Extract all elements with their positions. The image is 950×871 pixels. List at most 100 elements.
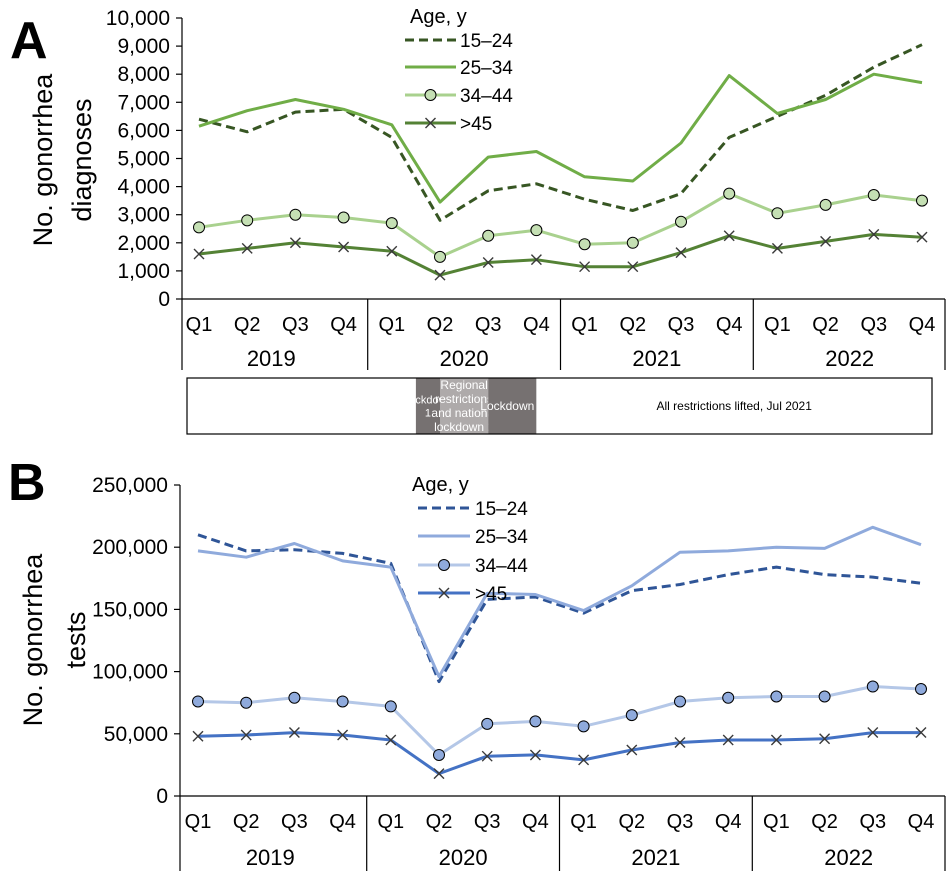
- x-tick-label: Q1: [377, 811, 404, 833]
- data-point: [867, 727, 879, 739]
- data-point: [530, 224, 543, 237]
- x-tick-label: Q1: [185, 811, 212, 833]
- data-point-stroke: [481, 750, 493, 762]
- legend-label: 25–34: [475, 527, 528, 548]
- series-circle: [192, 680, 927, 761]
- data-point: [289, 237, 301, 249]
- data-point: [577, 720, 590, 733]
- timeline-segment: [415, 378, 440, 434]
- data-point: [818, 690, 831, 703]
- x-tick-label: Q3: [474, 811, 501, 833]
- data-point: [722, 691, 735, 704]
- y-axis-title: diagnoses: [67, 98, 97, 221]
- y-tick-label: 7,000: [117, 91, 170, 114]
- data-point-stroke: [675, 247, 687, 259]
- legend-title: Age, y: [412, 474, 469, 496]
- data-point: [722, 734, 734, 746]
- x-tick-label: Q4: [523, 314, 550, 336]
- x-tick-label: Q3: [668, 314, 695, 336]
- legend-label: >45: [460, 114, 492, 135]
- x-tick-label: Q2: [427, 314, 454, 336]
- data-point: [482, 256, 494, 268]
- x-tick-label: Q3: [282, 314, 309, 336]
- data-point-stroke: [627, 261, 639, 273]
- data-point: [866, 680, 879, 693]
- timeline-label: Lockdown 3: [480, 399, 544, 413]
- x-tick-label: Q2: [812, 314, 839, 336]
- data-point-stroke: [819, 733, 831, 745]
- y-axis-title: tests: [61, 611, 91, 668]
- data-point: [578, 754, 590, 766]
- y-tick-label: 1,000: [117, 260, 170, 283]
- data-point-stroke: [241, 242, 253, 254]
- data-point: [868, 228, 880, 240]
- data-point: [915, 683, 927, 696]
- data-point-stroke: [425, 117, 436, 129]
- timeline-label: lockdown 2: [434, 420, 494, 434]
- data-point-stroke: [240, 729, 252, 741]
- panel-a: ANo. gonorrhea diagnoses 0 1,000 2,000 3,000 4…: [10, 6, 946, 435]
- data-point-stroke: [771, 242, 783, 254]
- data-point: [626, 236, 639, 249]
- data-point: [530, 254, 542, 266]
- data-point: [916, 194, 928, 207]
- data-point-stroke: [722, 734, 734, 746]
- x-tick-label: Q2: [811, 811, 838, 833]
- data-point: [192, 695, 204, 708]
- data-point: [674, 737, 686, 749]
- data-point: [385, 217, 398, 230]
- legend-label: 15–24: [475, 499, 528, 520]
- data-point-stroke: [578, 754, 590, 766]
- timeline-label: 1: [425, 407, 431, 419]
- legend-title: Age, y: [410, 6, 467, 28]
- data-point: [915, 727, 927, 739]
- year-label: 2021: [632, 346, 681, 371]
- year-label: 2022: [825, 346, 874, 371]
- y-tick-label: 10,000: [106, 7, 170, 30]
- data-point: [433, 768, 445, 780]
- data-point-stroke: [192, 730, 204, 742]
- year-label: 2020: [439, 845, 488, 870]
- data-point: [820, 235, 832, 247]
- data-point: [625, 709, 638, 722]
- data-point: [675, 247, 687, 259]
- data-point: [241, 242, 253, 254]
- y-tick-label: 150,000: [92, 598, 168, 621]
- data-point: [674, 695, 686, 708]
- data-point: [386, 245, 398, 257]
- data-point: [425, 117, 436, 129]
- panel-label: A: [10, 12, 48, 70]
- data-point: [336, 695, 349, 708]
- x-tick-label: Q4: [330, 314, 357, 336]
- data-point: [438, 587, 450, 599]
- data-point-stroke: [338, 241, 350, 253]
- x-tick-label: Q4: [716, 314, 743, 336]
- data-point-stroke: [915, 727, 927, 739]
- series-none: [198, 72, 923, 204]
- x-tick-label: Q3: [475, 314, 502, 336]
- data-point: [434, 269, 446, 281]
- year-label: 2020: [440, 346, 489, 371]
- data-point: [771, 207, 784, 220]
- x-tick-label: Q3: [667, 811, 694, 833]
- data-point: [819, 198, 832, 211]
- data-point: [916, 231, 928, 243]
- data-point: [771, 242, 783, 254]
- y-tick-label: 3,000: [117, 204, 170, 227]
- x-tick-label: Q3: [860, 314, 887, 336]
- y-tick-label: 9,000: [117, 35, 170, 58]
- x-tick-label: Q2: [233, 811, 260, 833]
- data-point-stroke: [337, 729, 349, 741]
- data-point-stroke: [579, 261, 591, 273]
- data-point-stroke: [385, 734, 397, 746]
- data-point: [626, 744, 638, 756]
- data-point: [434, 250, 446, 263]
- data-point: [529, 715, 542, 728]
- data-point: [424, 89, 437, 101]
- data-point: [481, 750, 493, 762]
- data-point: [529, 749, 541, 761]
- y-axis-title: No. gonorrhea: [18, 553, 48, 727]
- data-point: [289, 208, 302, 221]
- data-point: [819, 733, 831, 745]
